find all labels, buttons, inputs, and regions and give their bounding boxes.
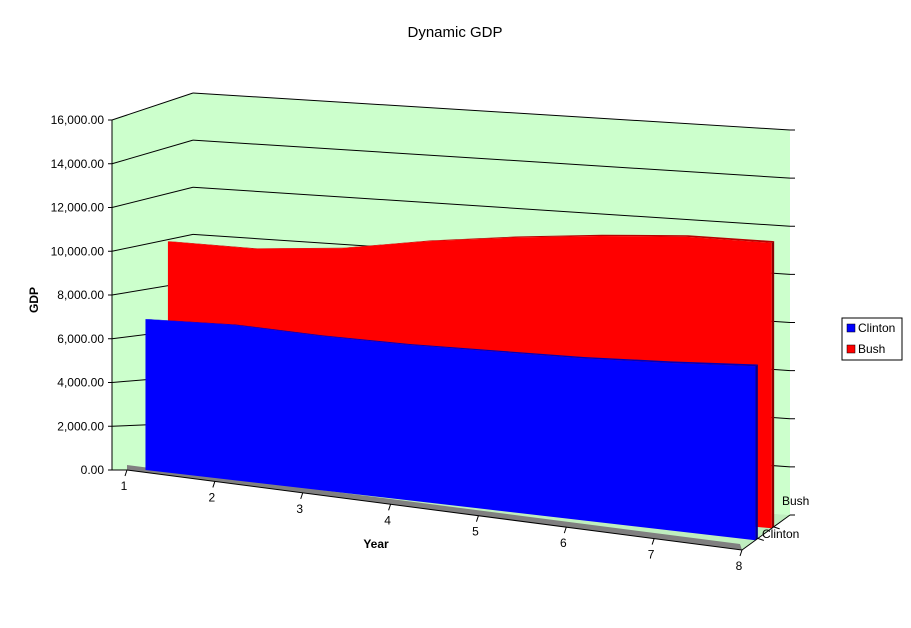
legend: Clinton Bush <box>841 317 903 361</box>
y-tick-label: 2,000.00 <box>57 419 104 433</box>
gridline-back <box>192 139 791 179</box>
chart-title: Dynamic GDP <box>407 24 502 41</box>
x-axis-label: Year <box>363 537 389 551</box>
x-tick-mark <box>388 504 392 511</box>
y-tick-label: 10,000.00 <box>51 244 105 258</box>
x-axis: 1 2 3 4 5 6 7 8 <box>121 469 743 573</box>
area-face-clinton <box>145 319 756 541</box>
y-tick-label: 0.00 <box>81 463 105 477</box>
x-tick-mark <box>124 469 128 477</box>
x-tick-label: 8 <box>736 559 743 573</box>
area-end-clinton <box>755 364 758 541</box>
x-tick-mark <box>212 481 216 488</box>
x-tick-mark <box>563 526 567 534</box>
legend-swatch-clinton <box>846 323 856 333</box>
gridline-side <box>111 92 194 121</box>
depth-tick-mark <box>757 537 764 541</box>
depth-label-bush: Bush <box>782 494 809 508</box>
depth-axis: Bush Clinton <box>741 494 809 551</box>
legend-label-bush: Bush <box>858 342 885 356</box>
x-tick-label: 3 <box>296 502 303 516</box>
y-axis: 0.00 2,000.00 4,000.00 6,000.00 8,000.00 10,0… <box>51 113 127 477</box>
y-tick-label: 16,000.00 <box>51 113 105 127</box>
y-tick-label: 8,000.00 <box>57 288 104 302</box>
legend-swatch-bush <box>846 344 856 354</box>
series-area-clinton <box>145 319 758 541</box>
legend-label-clinton: Clinton <box>858 321 895 335</box>
x-tick-label: 7 <box>648 548 655 562</box>
x-tick-label: 2 <box>209 490 216 504</box>
depth-label-clinton: Clinton <box>762 527 799 541</box>
x-tick-mark <box>651 538 655 545</box>
y-tick-label: 12,000.00 <box>51 201 105 215</box>
area-end-bush <box>771 241 775 529</box>
gridline-back <box>192 92 791 131</box>
y-tick-label: 6,000.00 <box>57 332 104 346</box>
gridline-side <box>111 233 194 252</box>
x-tick-mark <box>300 492 304 500</box>
x-axis-line <box>126 469 743 551</box>
x-tick-mark <box>739 549 743 557</box>
x-tick-label: 6 <box>560 536 567 550</box>
depth-axis-line <box>741 514 791 551</box>
floor-front-edge <box>127 465 742 550</box>
x-tick-label: 1 <box>121 479 128 493</box>
y-axis-label: GDP <box>27 287 41 313</box>
y-tick-label: 4,000.00 <box>57 376 104 390</box>
x-tick-mark <box>475 515 479 522</box>
gridline-side <box>111 186 194 208</box>
y-tick-label: 14,000.00 <box>51 157 105 171</box>
x-tick-label: 5 <box>472 525 479 539</box>
gridline-side <box>111 139 194 165</box>
depth-tick-mark <box>773 526 780 530</box>
gridline-back <box>192 186 791 227</box>
x-tick-label: 4 <box>384 513 391 527</box>
